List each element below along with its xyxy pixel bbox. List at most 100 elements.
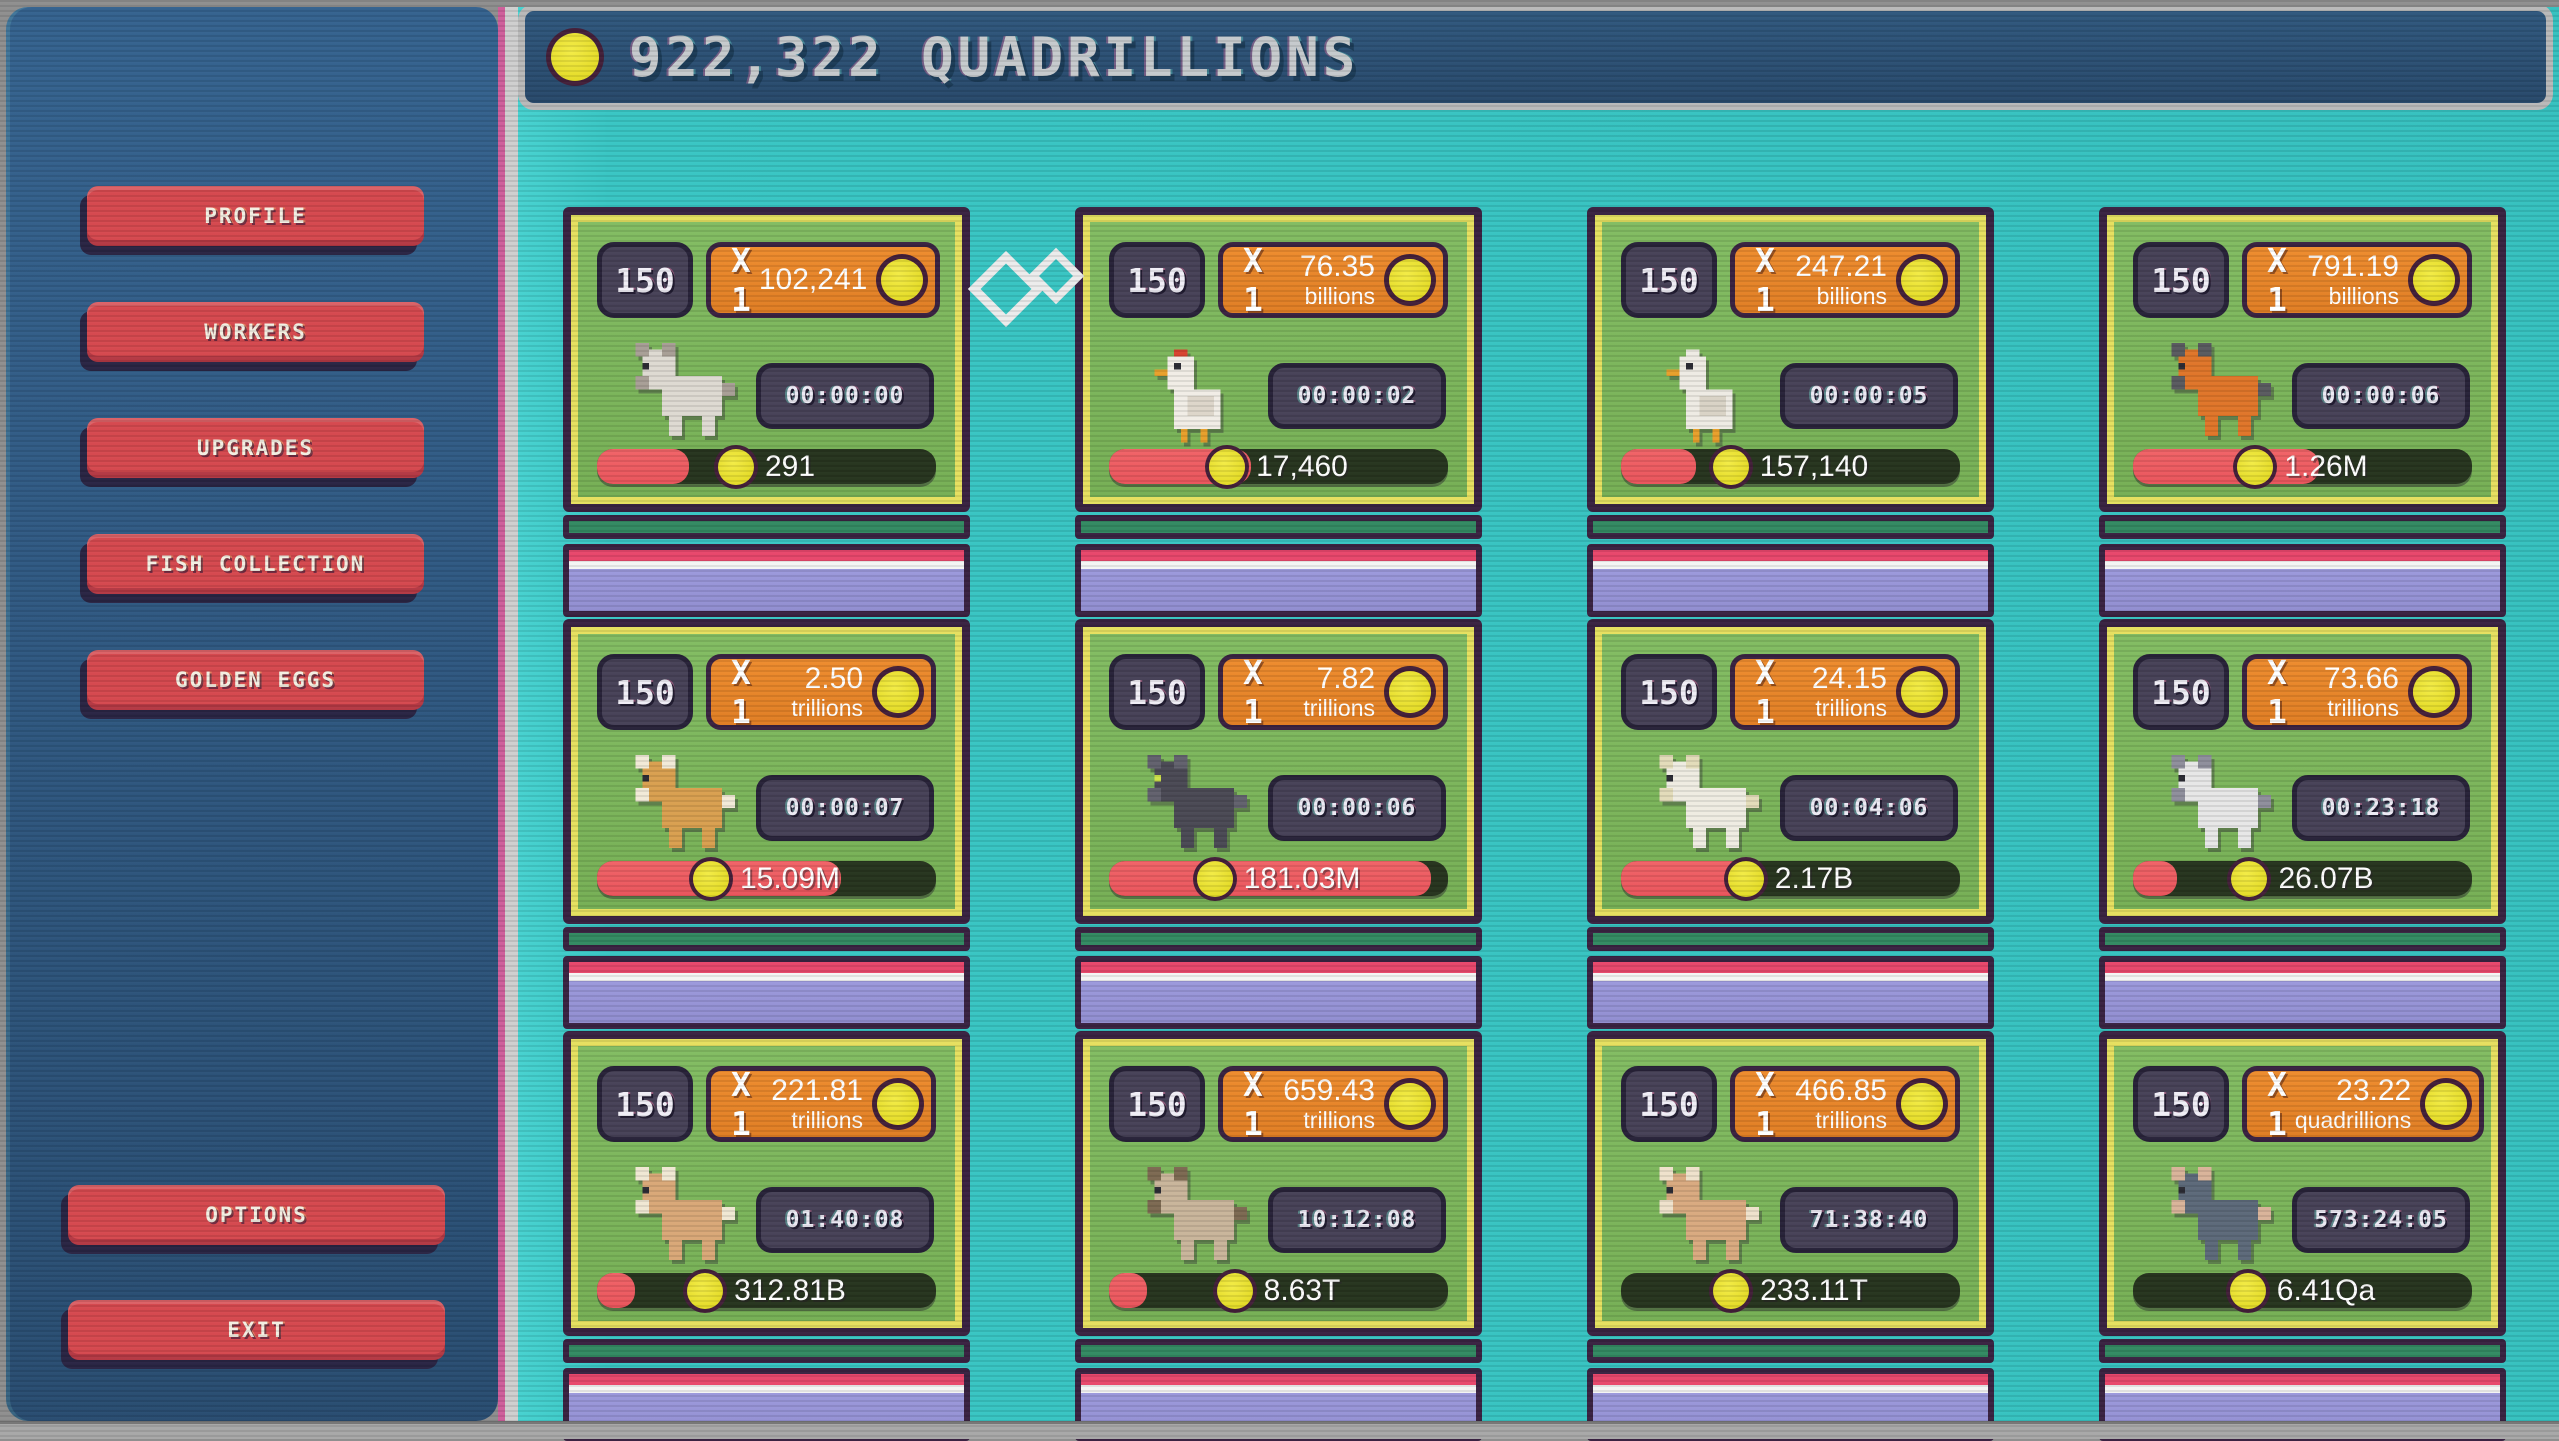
fox-sprite: [2165, 343, 2271, 449]
level-badge: 150: [1621, 242, 1717, 318]
creature-card-llama[interactable]: 150 X 1 466.85 trillions 71:38:40: [1587, 1031, 1994, 1441]
profile-button[interactable]: PROFILE: [87, 186, 424, 246]
card-footer-button[interactable]: [1075, 544, 1482, 617]
card-mid-row: 00:00:02: [1109, 343, 1448, 449]
multiplier-pill: X 1 73.66 trillions: [2242, 653, 2472, 731]
upgrades-button[interactable]: UPGRADES: [87, 418, 424, 478]
creature-card-dog[interactable]: 150 X 1 2.50 trillions 00:00:07: [563, 619, 970, 1029]
workers-button[interactable]: WORKERS: [87, 302, 424, 362]
coin-icon: [2413, 671, 2455, 713]
creature-panel[interactable]: 150 X 1 76.35 billions 00:00:02: [1075, 207, 1482, 512]
footer-white-strip: [2105, 1385, 2500, 1393]
creature-panel[interactable]: 150 X 1 247.21 billions 00:00:05: [1587, 207, 1994, 512]
footer-white-strip: [2105, 561, 2500, 569]
xp-strip: [563, 515, 970, 539]
creature-panel[interactable]: 150 X 1 102,241 00:00:00 291: [563, 207, 970, 512]
card-footer-button[interactable]: [2099, 956, 2506, 1029]
multiplier-pill: X 1 247.21 billions: [1730, 241, 1960, 319]
xp-strip: [2099, 515, 2506, 539]
creature-panel[interactable]: 150 X 1 73.66 trillions 00:23:18: [2099, 619, 2506, 924]
progress-label: 26.07B: [2133, 860, 2472, 897]
creature-panel[interactable]: 150 X 1 2.50 trillions 00:00:07: [563, 619, 970, 924]
multiplier-pill: X 1 466.85 trillions: [1730, 1065, 1960, 1143]
footer-lavender-panel: [1593, 569, 1988, 611]
footer-pink-strip: [569, 550, 964, 561]
multiplier-pill: X 1 24.15 trillions: [1730, 653, 1960, 731]
creature-card-cow[interactable]: 150 X 1 73.66 trillions 00:23:18: [2099, 619, 2506, 1029]
progress-bar: 233.11T: [1621, 1272, 1960, 1309]
rate-block: 791.19 billions: [2307, 250, 2399, 309]
creature-card-fox[interactable]: 150 X 1 791.19 billions 00:00:06: [2099, 207, 2506, 617]
creature-card-cat[interactable]: 150 X 1 102,241 00:00:00 291: [563, 207, 970, 617]
creature-panel[interactable]: 150 X 1 791.19 billions 00:00:06: [2099, 207, 2506, 512]
card-mid-row: 00:00:06: [1109, 755, 1448, 861]
dog-sprite: [629, 755, 735, 861]
rate-block: 659.43 trillions: [1283, 1074, 1375, 1132]
card-top-row: 150 X 1 2.50 trillions: [597, 653, 936, 731]
card-top-row: 150 X 1 24.15 trillions: [1621, 653, 1960, 731]
multiplier-pill: X 1 2.50 trillions: [706, 653, 936, 731]
level-badge: 150: [1109, 242, 1205, 318]
creature-card-black-cat[interactable]: 150 X 1 7.82 trillions 00:00:06: [1075, 619, 1482, 1029]
creature-panel[interactable]: 150 X 1 24.15 trillions 00:04:06: [1587, 619, 1994, 924]
creature-card-chicken[interactable]: 150 X 1 76.35 billions 00:00:02: [1075, 207, 1482, 617]
llama-sprite: [1653, 1167, 1759, 1273]
progress-label: 2.17B: [1621, 860, 1960, 897]
card-top-row: 150 X 1 76.35 billions: [1109, 241, 1448, 319]
footer-pink-strip: [1081, 962, 1476, 973]
level-badge: 150: [2133, 242, 2229, 318]
rate-block: 7.82 trillions: [1303, 662, 1375, 721]
progress-bar: 26.07B: [2133, 860, 2472, 897]
creature-panel[interactable]: 150 X 1 466.85 trillions 71:38:40: [1587, 1031, 1994, 1336]
coin-icon: [1216, 1272, 1253, 1309]
card-mid-row: 71:38:40: [1621, 1167, 1960, 1273]
deer-sprite: [1141, 1167, 1247, 1273]
multiplier-pill: X 1 7.82 trillions: [1218, 653, 1448, 731]
footer-white-strip: [1081, 561, 1476, 569]
progress-bar: 312.81B: [597, 1272, 936, 1309]
golden-eggs-button[interactable]: GOLDEN EGGS: [87, 650, 424, 710]
creature-card-duck[interactable]: 150 X 1 247.21 billions 00:00:05: [1587, 207, 1994, 617]
footer-lavender-panel: [2105, 569, 2500, 611]
level-badge: 150: [597, 242, 693, 318]
rate-value: 791.19: [2307, 250, 2399, 284]
progress-label: 8.63T: [1109, 1272, 1448, 1309]
multiplier-label: X 1: [731, 1065, 751, 1143]
progress-value: 233.11T: [1760, 1273, 1868, 1307]
rate-unit: billions: [2328, 282, 2399, 309]
progress-bar: 157,140: [1621, 448, 1960, 485]
rate-value: 2.50: [804, 662, 863, 696]
creature-panel[interactable]: 150 X 1 7.82 trillions 00:00:06: [1075, 619, 1482, 924]
creature-card-horse[interactable]: 150 X 1 221.81 trillions 01:40:08: [563, 1031, 970, 1441]
card-footer-button[interactable]: [2099, 544, 2506, 617]
footer-white-strip: [1081, 1385, 1476, 1393]
card-mid-row: 00:00:00: [597, 343, 936, 449]
fish-collection-button[interactable]: FISH COLLECTION: [87, 534, 424, 594]
progress-fill: [1621, 449, 1696, 484]
creature-card-deer[interactable]: 150 X 1 659.43 trillions 10:12:08: [1075, 1031, 1482, 1441]
creature-panel[interactable]: 150 X 1 23.22 quadrillions 573:24:05: [2099, 1031, 2506, 1336]
xp-strip: [1587, 515, 1994, 539]
creature-panel[interactable]: 150 X 1 659.43 trillions 10:12:08: [1075, 1031, 1482, 1336]
progress-fill: [597, 449, 689, 484]
creature-panel[interactable]: 150 X 1 221.81 trillions 01:40:08: [563, 1031, 970, 1336]
exit-button[interactable]: EXIT: [68, 1300, 445, 1360]
footer-white-strip: [569, 1385, 964, 1393]
multiplier-label: X 1: [731, 241, 751, 319]
card-footer-button[interactable]: [1587, 956, 1994, 1029]
coin-icon: [1727, 860, 1764, 897]
xp-strip: [563, 1339, 970, 1363]
horse-sprite: [629, 1167, 735, 1273]
rate-value: 247.21: [1795, 250, 1887, 284]
footer-white-strip: [569, 973, 964, 981]
cow-sprite: [2165, 755, 2271, 861]
options-button[interactable]: OPTIONS: [68, 1185, 445, 1245]
card-footer-button[interactable]: [1075, 956, 1482, 1029]
card-footer-button[interactable]: [1587, 544, 1994, 617]
card-footer-button[interactable]: [563, 956, 970, 1029]
card-footer-button[interactable]: [563, 544, 970, 617]
rate-unit: trillions: [1303, 694, 1375, 721]
footer-lavender-panel: [1081, 569, 1476, 611]
creature-card-sheep[interactable]: 150 X 1 24.15 trillions 00:04:06: [1587, 619, 1994, 1029]
creature-card-bear[interactable]: 150 X 1 23.22 quadrillions 573:24:05: [2099, 1031, 2506, 1441]
